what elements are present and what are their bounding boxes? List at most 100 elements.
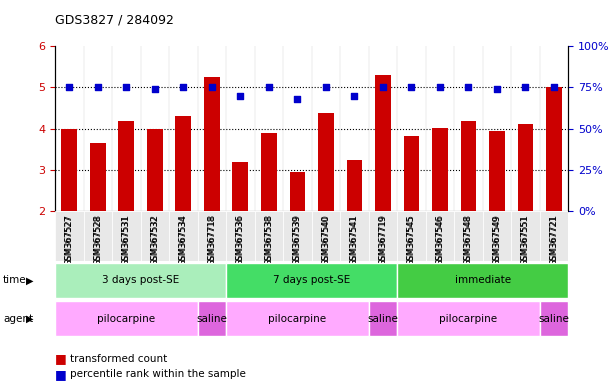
- Text: GSM367719: GSM367719: [378, 215, 387, 266]
- Text: pilocarpine: pilocarpine: [97, 314, 155, 324]
- FancyBboxPatch shape: [197, 301, 226, 336]
- FancyBboxPatch shape: [55, 211, 84, 261]
- Point: [349, 93, 359, 99]
- Text: time: time: [3, 275, 27, 285]
- Bar: [518, 124, 533, 211]
- Point: [378, 84, 388, 91]
- Text: GSM367546: GSM367546: [436, 215, 444, 266]
- Point: [235, 93, 245, 99]
- Point: [549, 84, 559, 91]
- Text: GSM367538: GSM367538: [265, 215, 273, 266]
- Point: [122, 84, 131, 91]
- Text: GSM367549: GSM367549: [492, 215, 502, 266]
- Text: GSM367532: GSM367532: [150, 215, 159, 266]
- FancyBboxPatch shape: [368, 211, 397, 261]
- Text: GSM367545: GSM367545: [407, 214, 416, 265]
- Bar: [346, 160, 362, 211]
- Bar: [461, 121, 477, 211]
- Text: GSM367536: GSM367536: [236, 215, 245, 266]
- Bar: [375, 75, 391, 211]
- Bar: [546, 88, 562, 211]
- FancyBboxPatch shape: [540, 211, 568, 261]
- FancyBboxPatch shape: [397, 211, 426, 261]
- Bar: [119, 121, 134, 211]
- Text: GSM367527: GSM367527: [65, 215, 74, 266]
- Bar: [204, 77, 219, 211]
- Point: [435, 84, 445, 91]
- Text: GSM367539: GSM367539: [293, 214, 302, 265]
- Text: GSM367721: GSM367721: [549, 215, 558, 266]
- Bar: [147, 129, 163, 211]
- Text: GSM367539: GSM367539: [293, 215, 302, 266]
- Text: GDS3827 / 284092: GDS3827 / 284092: [55, 14, 174, 27]
- FancyBboxPatch shape: [169, 211, 197, 261]
- FancyBboxPatch shape: [540, 301, 568, 336]
- Text: percentile rank within the sample: percentile rank within the sample: [70, 369, 246, 379]
- Bar: [318, 113, 334, 211]
- FancyBboxPatch shape: [55, 263, 226, 298]
- FancyBboxPatch shape: [397, 301, 540, 336]
- Text: GSM367551: GSM367551: [521, 215, 530, 266]
- Text: 7 days post-SE: 7 days post-SE: [273, 275, 350, 285]
- Point: [321, 84, 331, 91]
- Point: [93, 84, 103, 91]
- FancyBboxPatch shape: [397, 263, 568, 298]
- Text: GSM367527: GSM367527: [65, 214, 74, 265]
- Text: GSM367528: GSM367528: [93, 215, 102, 266]
- Bar: [489, 131, 505, 211]
- Text: GSM367541: GSM367541: [350, 215, 359, 266]
- Point: [492, 86, 502, 92]
- Bar: [290, 172, 306, 211]
- Point: [464, 84, 474, 91]
- Point: [521, 84, 530, 91]
- Point: [178, 84, 188, 91]
- Text: GSM367541: GSM367541: [350, 214, 359, 265]
- FancyBboxPatch shape: [312, 211, 340, 261]
- Bar: [232, 162, 248, 211]
- FancyBboxPatch shape: [112, 211, 141, 261]
- Text: GSM367721: GSM367721: [549, 214, 558, 265]
- Bar: [432, 128, 448, 211]
- FancyBboxPatch shape: [483, 211, 511, 261]
- Text: GSM367536: GSM367536: [236, 214, 245, 265]
- Bar: [90, 143, 106, 211]
- Text: 3 days post-SE: 3 days post-SE: [102, 275, 179, 285]
- Text: immediate: immediate: [455, 275, 511, 285]
- Text: GSM367551: GSM367551: [521, 214, 530, 265]
- Text: GSM367528: GSM367528: [93, 214, 102, 265]
- Text: saline: saline: [367, 314, 398, 324]
- Text: GSM367532: GSM367532: [150, 214, 159, 265]
- FancyBboxPatch shape: [511, 211, 540, 261]
- FancyBboxPatch shape: [226, 211, 255, 261]
- FancyBboxPatch shape: [84, 211, 112, 261]
- Text: saline: saline: [538, 314, 569, 324]
- Bar: [175, 116, 191, 211]
- FancyBboxPatch shape: [141, 211, 169, 261]
- FancyBboxPatch shape: [197, 211, 226, 261]
- Point: [207, 84, 217, 91]
- Text: GSM367718: GSM367718: [207, 214, 216, 265]
- Text: pilocarpine: pilocarpine: [268, 314, 326, 324]
- Text: GSM367549: GSM367549: [492, 214, 502, 265]
- Text: ▶: ▶: [26, 275, 33, 285]
- FancyBboxPatch shape: [283, 211, 312, 261]
- Bar: [403, 136, 419, 211]
- Text: pilocarpine: pilocarpine: [439, 314, 497, 324]
- Text: GSM367540: GSM367540: [321, 214, 331, 265]
- Text: ▶: ▶: [26, 314, 33, 324]
- Text: GSM367538: GSM367538: [265, 214, 273, 265]
- FancyBboxPatch shape: [55, 301, 197, 336]
- Text: GSM367548: GSM367548: [464, 215, 473, 266]
- Point: [406, 84, 416, 91]
- Text: GSM367531: GSM367531: [122, 214, 131, 265]
- Text: GSM367534: GSM367534: [179, 215, 188, 266]
- Point: [264, 84, 274, 91]
- Text: agent: agent: [3, 314, 33, 324]
- FancyBboxPatch shape: [255, 211, 283, 261]
- Text: GSM367719: GSM367719: [378, 214, 387, 265]
- FancyBboxPatch shape: [454, 211, 483, 261]
- Text: transformed count: transformed count: [70, 354, 167, 364]
- Text: saline: saline: [196, 314, 227, 324]
- FancyBboxPatch shape: [340, 211, 368, 261]
- FancyBboxPatch shape: [226, 263, 397, 298]
